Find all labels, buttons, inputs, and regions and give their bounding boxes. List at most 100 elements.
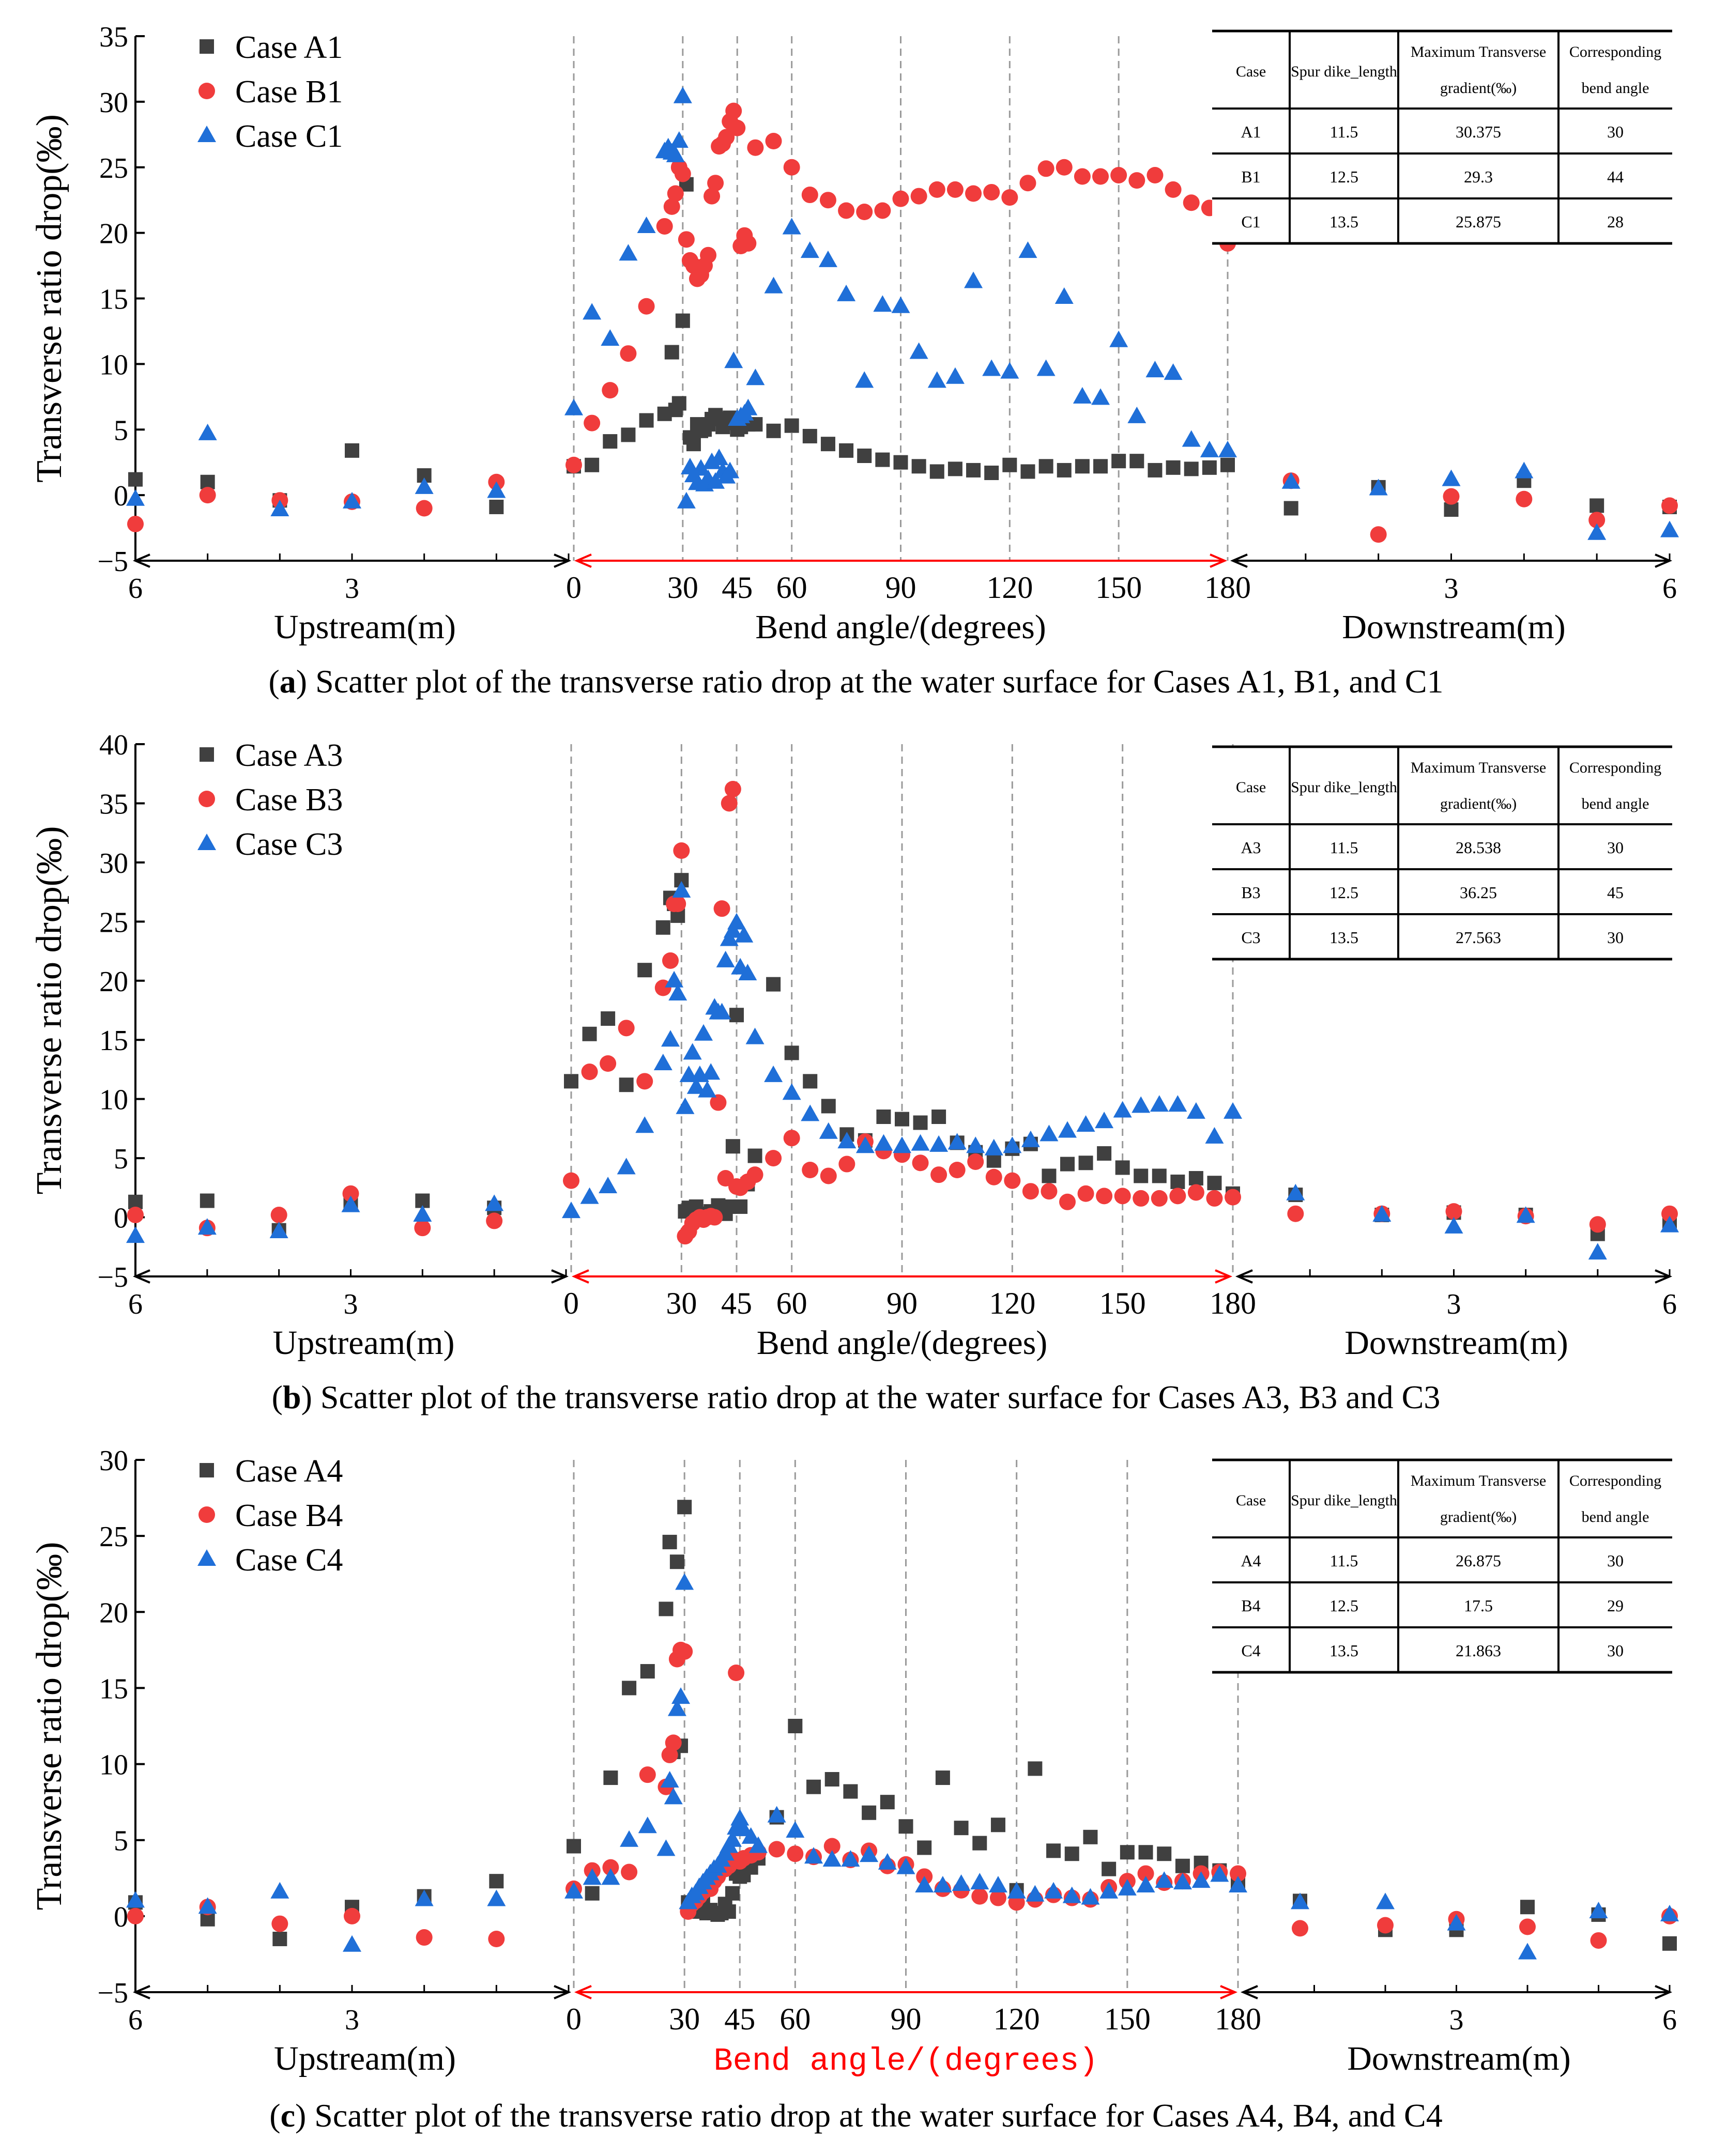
- data-point-square: [824, 1772, 839, 1787]
- data-point-circle: [700, 247, 717, 264]
- legend-label: Case C4: [235, 1543, 343, 1578]
- upstream-arrow-head-left: [132, 1269, 150, 1284]
- data-point-square: [669, 1554, 684, 1569]
- data-point-triangle: [727, 913, 746, 930]
- table-cell: 12.5: [1329, 167, 1358, 186]
- data-point-triangle: [745, 1027, 765, 1044]
- data-point-circle: [662, 952, 679, 969]
- data-point-triangle: [665, 971, 684, 988]
- data-point-square: [567, 1839, 581, 1854]
- table-header: Spur dike_length: [1291, 1492, 1397, 1509]
- data-point-square: [1093, 459, 1108, 474]
- data-point-circle: [1292, 1920, 1308, 1937]
- data-point-circle: [621, 1864, 638, 1881]
- data-point-triangle: [874, 1134, 893, 1151]
- data-point-circle: [1019, 175, 1036, 192]
- downstream-tick-label: 6: [1662, 2004, 1677, 2036]
- data-point-square: [802, 428, 817, 443]
- data-point-triangle: [1281, 472, 1301, 489]
- data-point-square: [747, 1148, 762, 1163]
- data-point-triangle: [1218, 440, 1237, 457]
- data-point-triangle: [1118, 1878, 1137, 1896]
- table-cell: A3: [1241, 838, 1261, 857]
- data-point-triangle: [664, 1788, 683, 1805]
- data-point-triangle: [1007, 1882, 1026, 1899]
- data-point-square: [1520, 1900, 1535, 1915]
- data-point-square: [766, 423, 781, 438]
- data-point-triangle: [487, 481, 506, 498]
- table-cell: 13.5: [1329, 1641, 1358, 1660]
- data-point-triangle: [1286, 1183, 1305, 1200]
- data-point-circle: [1377, 1917, 1394, 1934]
- data-point-circle: [1133, 1190, 1150, 1207]
- data-point-triangle: [677, 491, 696, 509]
- data-point-square: [345, 443, 359, 458]
- data-point-triangle: [1018, 241, 1037, 258]
- data-point-square: [862, 1805, 877, 1820]
- data-point-triangle: [739, 398, 758, 415]
- upstream-tick-label: 6: [128, 1288, 143, 1320]
- data-point-circle: [820, 1167, 837, 1184]
- data-point-circle: [602, 382, 619, 399]
- data-point-triangle: [635, 1116, 654, 1133]
- legend: Case A1 Case B1 Case C1: [197, 30, 343, 154]
- data-point-circle: [1151, 1190, 1168, 1207]
- legend-label: Case A4: [235, 1454, 343, 1489]
- data-point-circle: [198, 1506, 215, 1523]
- caption-paren: (: [268, 663, 280, 700]
- series-case-c3: [126, 881, 1679, 1260]
- bend-arrow-head-left: [574, 1985, 592, 1999]
- data-point-triangle: [666, 145, 685, 162]
- data-point-triangle: [767, 1806, 786, 1823]
- data-point-triangle: [669, 131, 689, 148]
- bend-tick-label: 120: [986, 571, 1033, 605]
- table-cell: 26.875: [1456, 1551, 1501, 1570]
- table-cell: 25.875: [1456, 212, 1501, 231]
- data-point-triangle: [620, 1830, 639, 1847]
- data-point-triangle: [1442, 469, 1461, 486]
- data-point-triangle: [933, 1876, 952, 1892]
- data-point-triangle: [764, 276, 783, 294]
- legend-label: Case C1: [235, 119, 343, 154]
- data-point-circle: [678, 231, 695, 248]
- data-point-triangle: [1191, 1871, 1211, 1888]
- data-point-square: [200, 1193, 215, 1208]
- y-tick-label: −5: [97, 1261, 128, 1293]
- upstream-tick-label: 6: [128, 573, 143, 605]
- data-point-triangle: [675, 1573, 694, 1590]
- bend-tick-label: 30: [667, 571, 698, 605]
- data-point-triangle: [735, 926, 754, 943]
- data-point-triangle: [1291, 1892, 1309, 1909]
- data-point-triangle: [661, 1030, 680, 1047]
- bend-tick-label: 45: [724, 2002, 755, 2036]
- data-point-triangle: [819, 1122, 838, 1139]
- data-point-circle: [1183, 194, 1200, 211]
- data-point-circle: [912, 1154, 929, 1172]
- data-point-square: [1138, 1845, 1153, 1860]
- bend-tick-label: 45: [721, 1286, 752, 1320]
- y-tick-label: 40: [99, 729, 128, 761]
- data-point-circle: [949, 1162, 966, 1178]
- table-header: Case: [1236, 779, 1266, 796]
- data-point-circle: [1589, 1216, 1606, 1233]
- info-table: Case Spur dike_length Maximum Transverse gr…: [1212, 1458, 1672, 1674]
- bend-axis-title: Bend angle/(degrees): [755, 608, 1046, 646]
- data-point-square: [582, 1026, 597, 1041]
- data-point-triangle: [1516, 1206, 1535, 1223]
- data-point-square: [931, 1110, 946, 1124]
- data-point-square: [1134, 1168, 1149, 1183]
- data-point-circle: [783, 1130, 800, 1147]
- data-point-triangle: [197, 834, 216, 850]
- data-point-triangle: [637, 216, 656, 233]
- bend-tick-label: 150: [1099, 1286, 1146, 1320]
- data-point-square: [664, 345, 679, 360]
- data-point-circle: [710, 1094, 727, 1111]
- data-point-circle: [971, 1888, 988, 1905]
- data-point-circle: [724, 780, 741, 797]
- data-point-square: [1028, 1761, 1043, 1776]
- table-cell: 45: [1607, 883, 1624, 902]
- data-point-square: [898, 1819, 913, 1834]
- y-tick-label: 20: [99, 1597, 128, 1629]
